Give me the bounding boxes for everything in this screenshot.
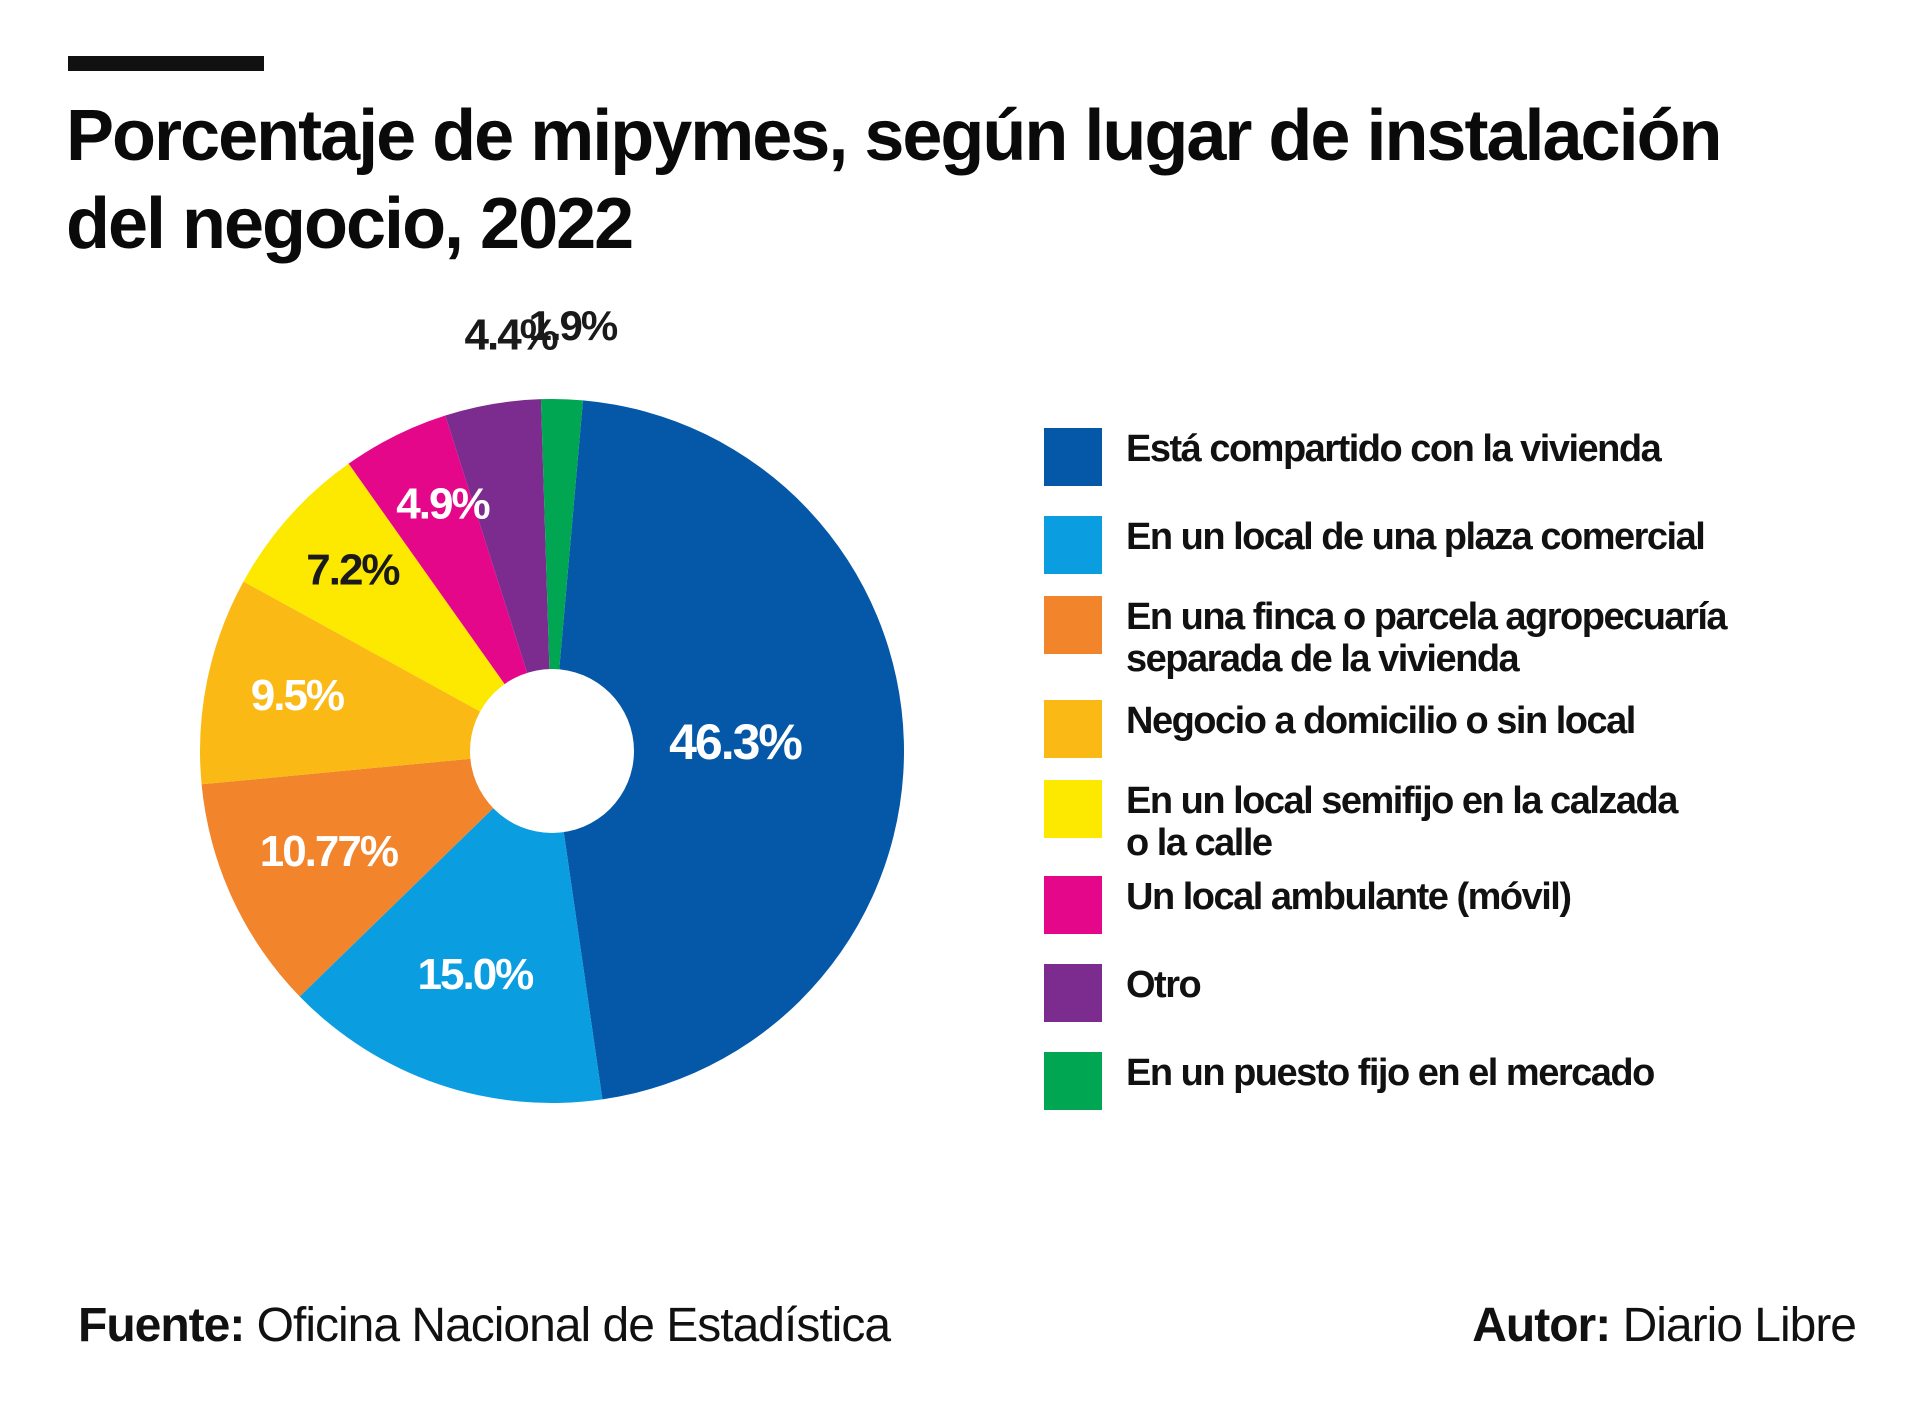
- slice-un-local-ambulante-movil: [348, 415, 552, 751]
- legend-swatch: [1044, 964, 1102, 1022]
- legend-swatch: [1044, 596, 1102, 654]
- legend-swatch: [1044, 516, 1102, 574]
- data-label-en-un-local-semifijo-en-la-calzada-o-la-calle: 7.2%: [306, 546, 399, 595]
- legend-label-line: Otro: [1126, 964, 1202, 1006]
- data-label-en-un-puesto-fijo-en-el-mercado: 1.9%: [529, 302, 618, 349]
- chart-title-line-1: Porcentaje de mipymes, según lugar de in…: [66, 96, 1723, 176]
- data-label-negocio-a-domicilio-o-sin-local: 9.5%: [251, 671, 344, 720]
- legend-label: Un local ambulante (móvil): [1126, 876, 1866, 918]
- legend-label-line: En un local de una plaza comercial: [1126, 516, 1706, 558]
- author-label: Autor:: [1472, 1299, 1611, 1352]
- source-value: Oficina Nacional de Estadística: [256, 1299, 891, 1352]
- legend-label-line: Está compartido con la vivienda: [1126, 428, 1662, 470]
- author-value: Diario Libre: [1622, 1299, 1857, 1352]
- data-label-otro: 4.4%: [465, 310, 558, 359]
- legend-label-line: Negocio a domicilio o sin local: [1126, 700, 1636, 742]
- author-credit: Autor: Diario Libre: [1472, 1296, 1857, 1356]
- legend-swatch: [1044, 876, 1102, 934]
- slice-otro: [445, 399, 552, 751]
- legend-label: Está compartido con la vivienda: [1126, 428, 1866, 470]
- legend-swatch: [1044, 1052, 1102, 1110]
- slice-en-una-finca-o-parcela-agropecuaria-separada-de-la-vivienda: [201, 751, 552, 997]
- chart-title: Porcentaje de mipymes, según lugar de in…: [66, 92, 1866, 268]
- legend-label: Negocio a domicilio o sin local: [1126, 700, 1866, 742]
- legend-label: En una finca o parcela agropecuaría separ…: [1126, 596, 1866, 680]
- legend-label-line: En un puesto fijo en el mercado: [1126, 1052, 1655, 1094]
- legend-label: Otro: [1126, 964, 1866, 1006]
- legend-label: En un local semifijo en la calzada o la c…: [1126, 780, 1866, 864]
- legend-label-line: o la calle: [1126, 822, 1273, 864]
- legend-label-line: En un local semifijo en la calzada: [1126, 780, 1678, 822]
- slice-en-un-local-semifijo-en-la-calzada-o-la-calle: [243, 463, 552, 751]
- legend-label-line: Un local ambulante (móvil): [1126, 876, 1572, 918]
- source-credit: Fuente: Oficina Nacional de Estadística: [78, 1296, 891, 1356]
- top-rule: [68, 56, 264, 71]
- slice-en-un-local-de-una-plaza-comercial: [299, 751, 603, 1103]
- chart-slices: [199, 399, 904, 1103]
- legend-swatch: [1044, 780, 1102, 838]
- data-label-esta-compartido-con-la-vivienda: 46.3%: [669, 714, 802, 770]
- slice-esta-compartido-con-la-vivienda: [552, 400, 904, 1100]
- donut-hole: [470, 669, 634, 833]
- slice-en-un-puesto-fijo-en-el-mercado: [540, 399, 583, 751]
- source-label: Fuente:: [78, 1299, 245, 1352]
- data-label-en-un-local-de-una-plaza-comercial: 15.0%: [418, 950, 534, 999]
- legend-label-line: En una finca o parcela agropecuaría: [1126, 596, 1728, 638]
- legend-swatch: [1044, 428, 1102, 486]
- legend-label-line: separada de la vivienda: [1126, 638, 1520, 680]
- slice-negocio-a-domicilio-o-sin-local: [199, 581, 552, 785]
- legend-swatch: [1044, 700, 1102, 758]
- legend-label: En un puesto fijo en el mercado: [1126, 1052, 1866, 1094]
- donut-chart: 46.3% 15.0% 10.77% 9.5% 7.2% 4.9% 4.4%1.9%: [199, 302, 904, 1103]
- chart-title-line-2: del negocio, 2022: [66, 184, 634, 264]
- legend-label: En un local de una plaza comercial: [1126, 516, 1866, 558]
- data-label-un-local-ambulante-movil: 4.9%: [396, 480, 489, 529]
- chart-data-labels: 46.3% 15.0% 10.77% 9.5% 7.2% 4.9% 4.4%1.9%: [251, 302, 805, 999]
- data-label-en-una-finca-o-parcela-agropecuaria-separada-de-la-vivienda: 10.77%: [260, 827, 398, 876]
